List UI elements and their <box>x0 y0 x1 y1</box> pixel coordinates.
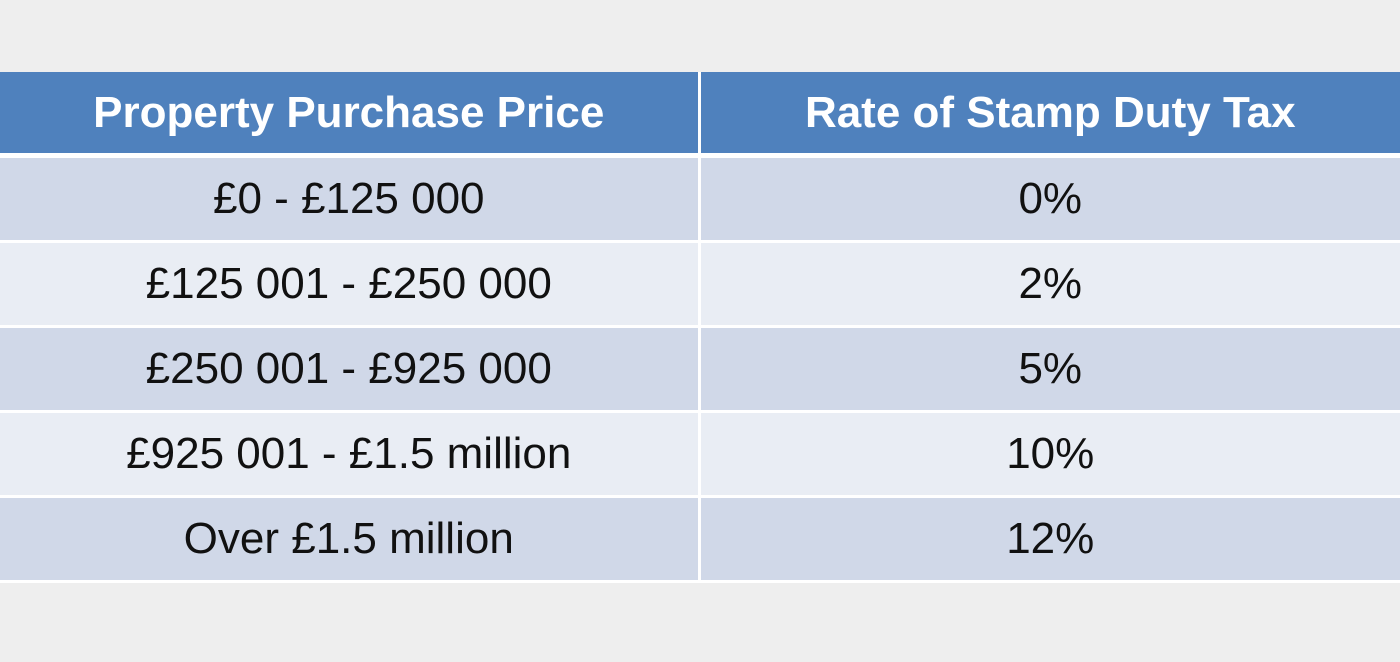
table-row: £0 - £125 000 0% <box>0 155 1400 243</box>
price-band-cell: £250 001 - £925 000 <box>0 326 701 413</box>
table-row: Over £1.5 million 12% <box>0 496 1400 583</box>
price-band-cell: £925 001 - £1.5 million <box>0 411 701 498</box>
table-row: £925 001 - £1.5 million 10% <box>0 411 1400 498</box>
stamp-duty-table-container: Property Purchase Price Rate of Stamp Du… <box>0 72 1400 583</box>
rate-cell: 10% <box>699 411 1400 498</box>
price-band-cell: £125 001 - £250 000 <box>0 241 701 328</box>
rate-cell: 12% <box>699 496 1400 583</box>
rate-cell: 5% <box>699 326 1400 413</box>
header-rate-of-stamp-duty-tax: Rate of Stamp Duty Tax <box>699 72 1400 158</box>
price-band-cell: Over £1.5 million <box>0 496 701 583</box>
table-row: £125 001 - £250 000 2% <box>0 241 1400 328</box>
header-property-purchase-price: Property Purchase Price <box>0 72 701 158</box>
rate-cell: 2% <box>699 241 1400 328</box>
header-row: Property Purchase Price Rate of Stamp Du… <box>0 72 1400 158</box>
price-band-cell: £0 - £125 000 <box>0 155 701 243</box>
rate-cell: 0% <box>699 155 1400 243</box>
table-header: Property Purchase Price Rate of Stamp Du… <box>0 72 1400 158</box>
table-row: £250 001 - £925 000 5% <box>0 326 1400 413</box>
stamp-duty-table: Property Purchase Price Rate of Stamp Du… <box>0 72 1400 583</box>
table-body: £0 - £125 000 0% £125 001 - £250 000 2% … <box>0 155 1400 583</box>
